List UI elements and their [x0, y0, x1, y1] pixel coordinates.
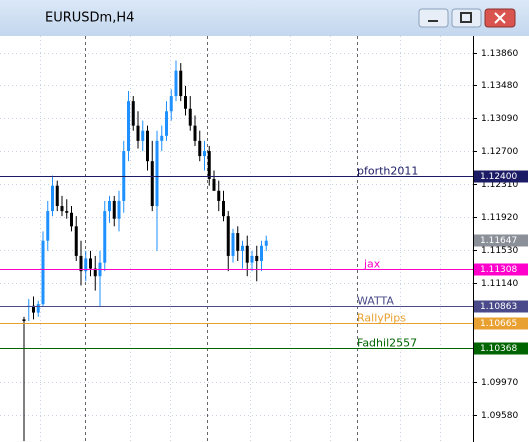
- y-tick-label: 1.12310: [481, 180, 518, 190]
- candle-body: [93, 268, 97, 277]
- candle-body: [60, 206, 64, 212]
- candle-body: [236, 233, 240, 251]
- level-tag: [474, 317, 528, 330]
- level-tag: [474, 300, 528, 313]
- candle-body: [79, 255, 83, 272]
- candle-body: [103, 211, 107, 263]
- current-price-tag: [474, 234, 528, 247]
- period-separators: [85, 36, 358, 442]
- candle-body: [41, 240, 45, 305]
- level-name: Fadhil2557: [357, 337, 417, 350]
- candle-body: [217, 190, 221, 201]
- candle-body: [264, 240, 268, 246]
- level-tag: [474, 342, 528, 355]
- candle-body: [160, 135, 164, 141]
- candle-body: [260, 245, 263, 261]
- candle-body: [36, 304, 40, 313]
- level-tag: [474, 263, 528, 276]
- candle-body: [226, 216, 230, 256]
- window-buttons[interactable]: [418, 8, 516, 28]
- candle-body: [203, 151, 206, 157]
- candle-body: [65, 211, 69, 213]
- current-price-label: 1.11647: [480, 236, 517, 246]
- window-title: EURUSDm,H4: [45, 11, 134, 26]
- candle-body: [32, 305, 35, 313]
- level-tag-label: 1.10665: [480, 319, 517, 329]
- candle-body: [84, 258, 88, 272]
- candle-body: [89, 258, 92, 269]
- y-tick-label: 1.13860: [481, 49, 518, 59]
- candle-body: [193, 125, 197, 141]
- candle-body: [131, 101, 135, 126]
- level-tag-label: 1.10368: [480, 344, 517, 354]
- candle-body: [55, 185, 59, 207]
- candle-body: [146, 130, 149, 162]
- candle-body: [184, 96, 187, 109]
- candle-body: [127, 101, 130, 152]
- candle-body: [188, 108, 192, 126]
- candle-body: [70, 212, 73, 227]
- candle-body: [46, 211, 50, 241]
- y-tick-label: 1.09580: [481, 411, 518, 421]
- candle-body: [22, 319, 26, 322]
- candle-body: [241, 245, 244, 251]
- candle-body: [136, 125, 140, 141]
- level-name: WATTA: [357, 295, 394, 308]
- y-tick-label: 1.11140: [481, 279, 518, 289]
- candle-body: [112, 200, 116, 219]
- y-tick-label: 1.12700: [481, 147, 518, 157]
- level-name: pforth2011: [357, 165, 418, 178]
- y-tick-label: 1.11530: [481, 246, 518, 256]
- y-tick-label: 1.09970: [481, 378, 518, 388]
- level-tag-label: 1.10863: [480, 302, 517, 312]
- candle-body: [250, 255, 254, 263]
- candle-body: [174, 70, 178, 97]
- candle-body: [169, 96, 173, 112]
- candle-body: [165, 111, 168, 136]
- y-tick-label: 1.11920: [481, 213, 518, 223]
- candle-body: [245, 245, 249, 263]
- candle-body: [150, 161, 154, 207]
- chart-area: [0, 36, 529, 442]
- candle-body: [212, 178, 216, 191]
- candle-body: [179, 70, 183, 97]
- candle-body: [108, 200, 111, 212]
- candle-body: [255, 255, 259, 261]
- level-tag-label: 1.12400: [480, 172, 517, 182]
- candle-body: [141, 130, 145, 141]
- y-tick-label: 1.13480: [481, 81, 518, 91]
- y-tick-label: 1.13090: [481, 114, 518, 124]
- level-name: RallyPips: [357, 312, 406, 325]
- candle-body: [155, 140, 159, 207]
- candle-body: [74, 226, 78, 256]
- candle-body: [207, 151, 211, 179]
- candle-body: [198, 140, 202, 157]
- candle-body: [122, 151, 126, 201]
- level-tag: [474, 170, 528, 183]
- candle-body: [51, 185, 54, 212]
- candle-body: [231, 233, 235, 256]
- candle-body: [222, 200, 225, 217]
- level-tag-label: 1.11308: [480, 265, 517, 275]
- candle-body: [117, 200, 121, 219]
- level-name: jax: [363, 258, 381, 271]
